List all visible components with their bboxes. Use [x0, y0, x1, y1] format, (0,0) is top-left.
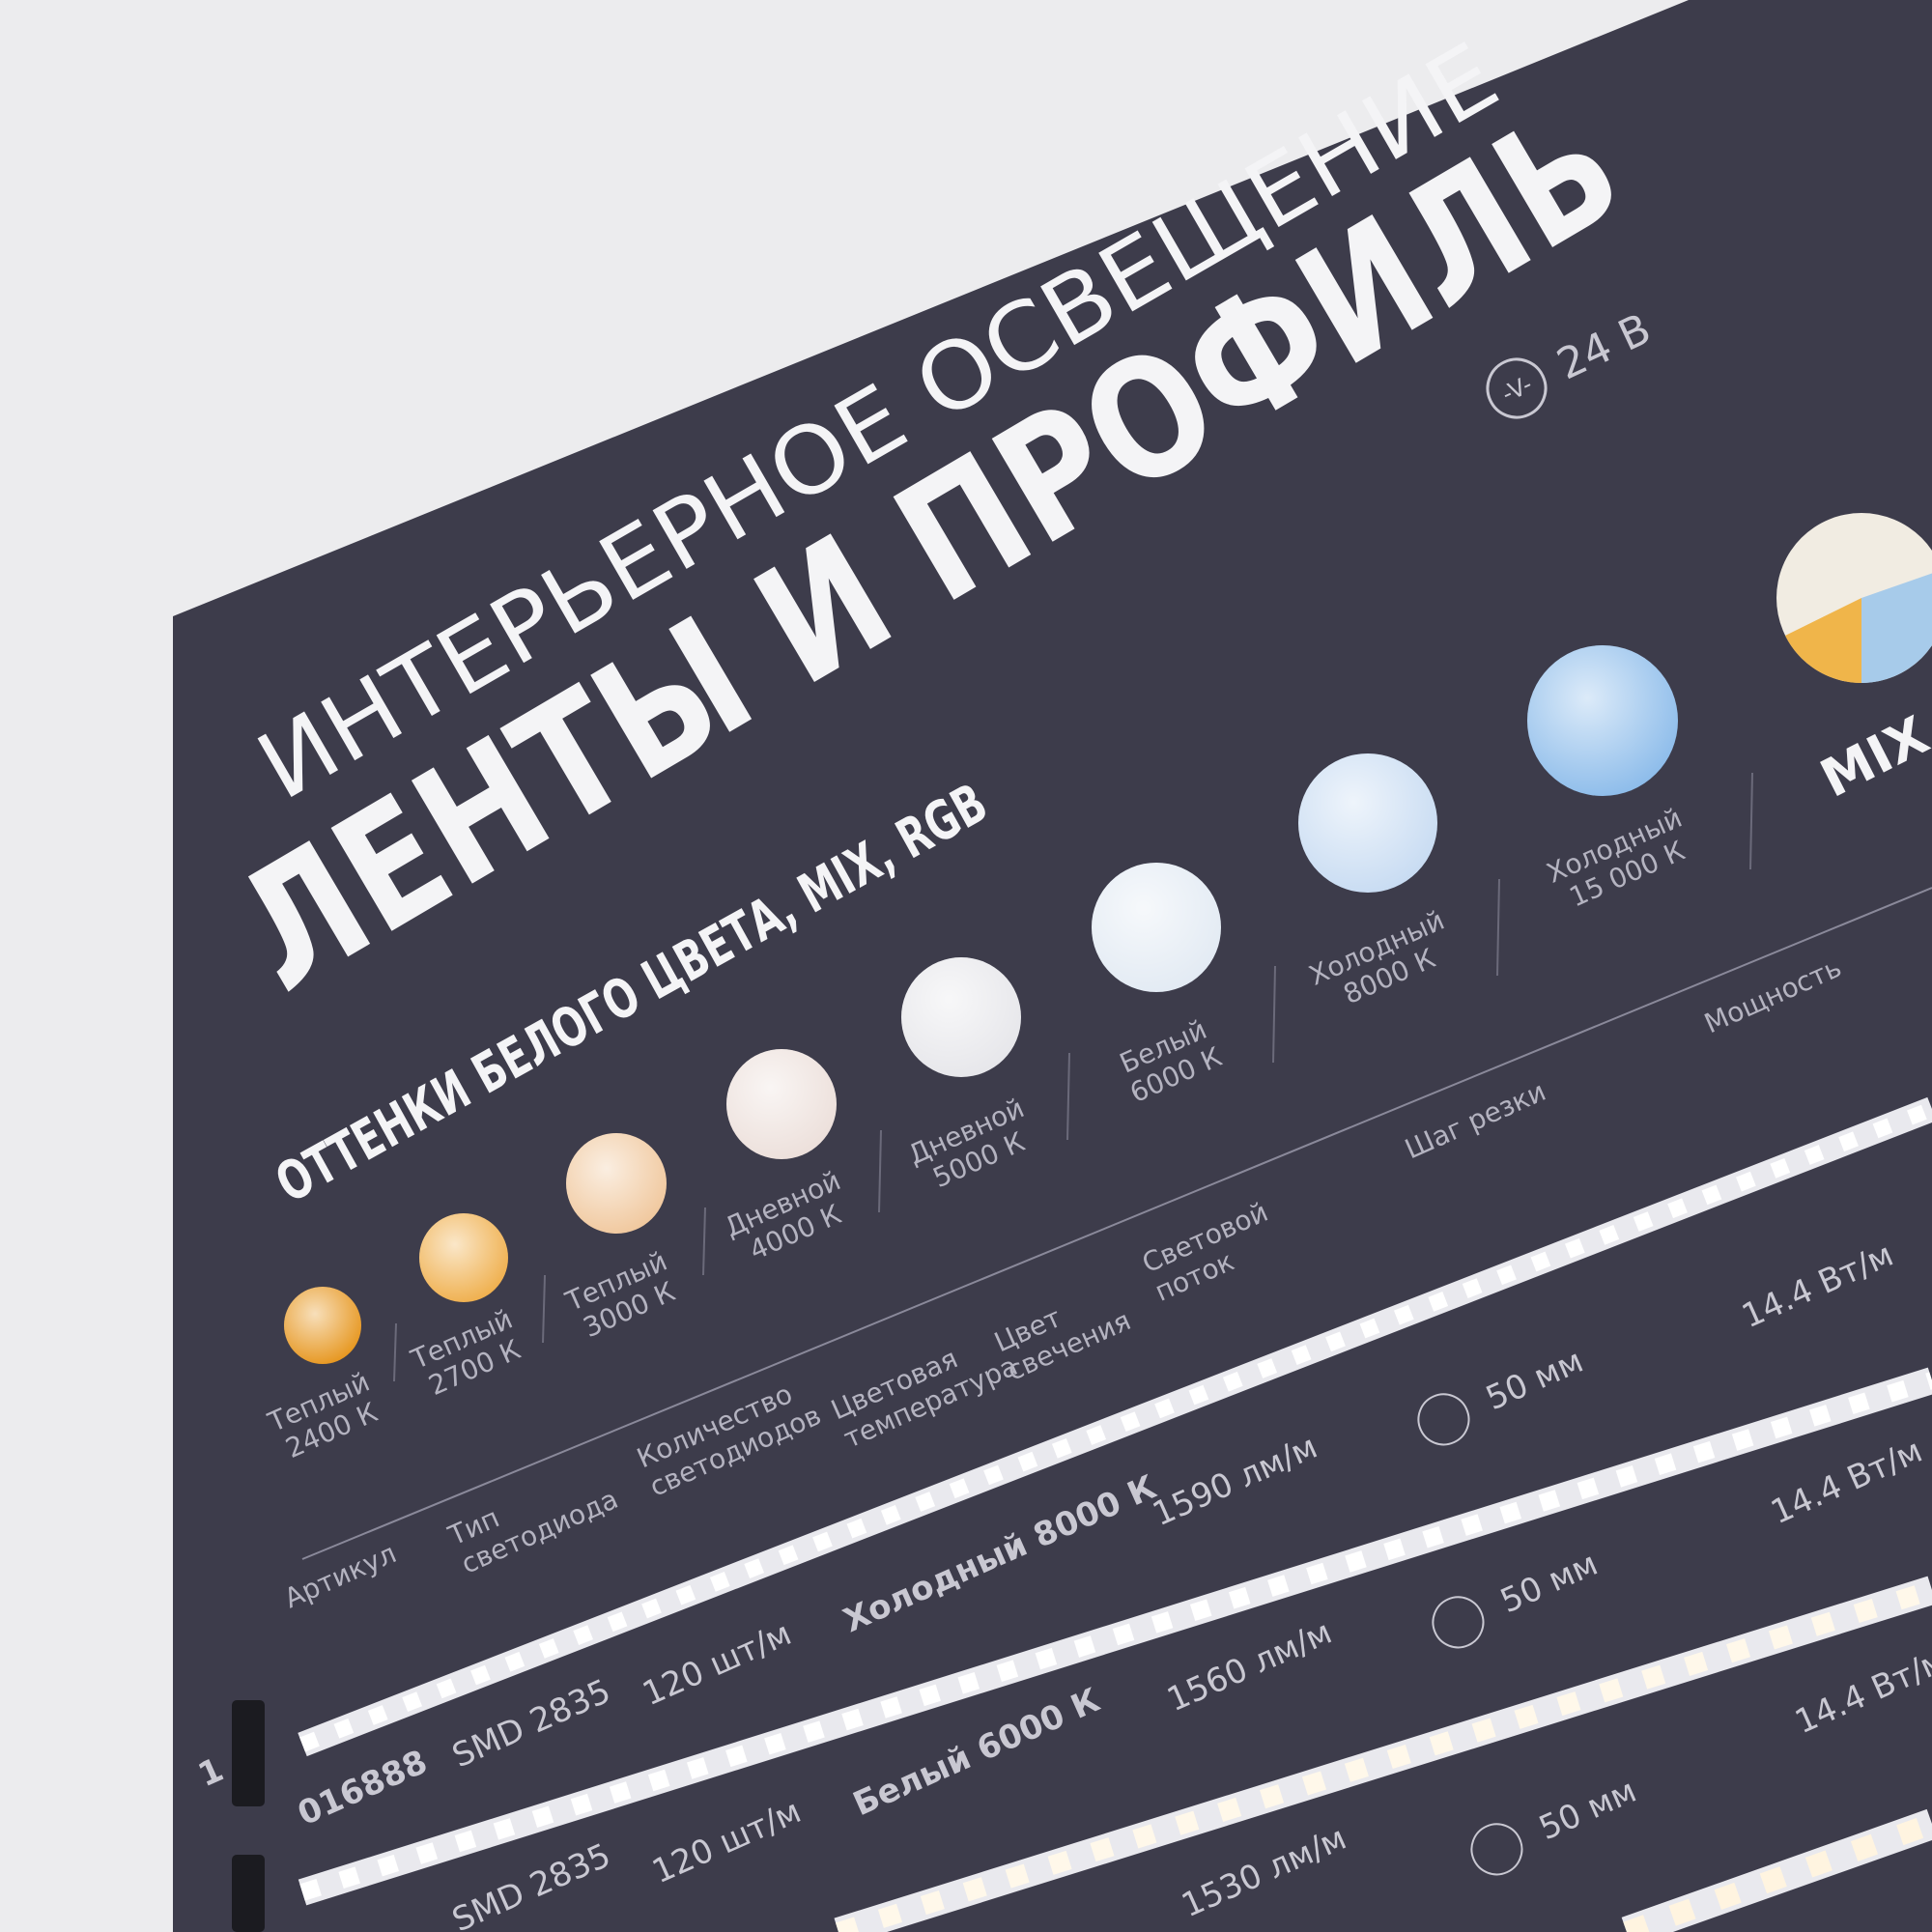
switch[interactable] [232, 1700, 265, 1806]
switch[interactable] [232, 1855, 265, 1932]
board [173, 0, 1932, 1932]
shade-separators [393, 772, 1753, 1382]
scissors-icon [1432, 1596, 1485, 1649]
balls [284, 513, 1932, 1364]
strip [298, 1096, 1932, 1757]
strip-leds [299, 1372, 1932, 1901]
ball-mix-warm [1785, 598, 1861, 684]
strip-leds [836, 1580, 1932, 1932]
scissors-icon [1417, 1393, 1470, 1446]
strips [298, 1096, 1932, 1932]
voltage-icon-ring [1486, 357, 1548, 419]
strip-leds [1623, 1813, 1932, 1932]
scissors-icon [1470, 1823, 1523, 1876]
ball-mix-cold [1861, 573, 1932, 683]
table-rule [301, 887, 1932, 1560]
